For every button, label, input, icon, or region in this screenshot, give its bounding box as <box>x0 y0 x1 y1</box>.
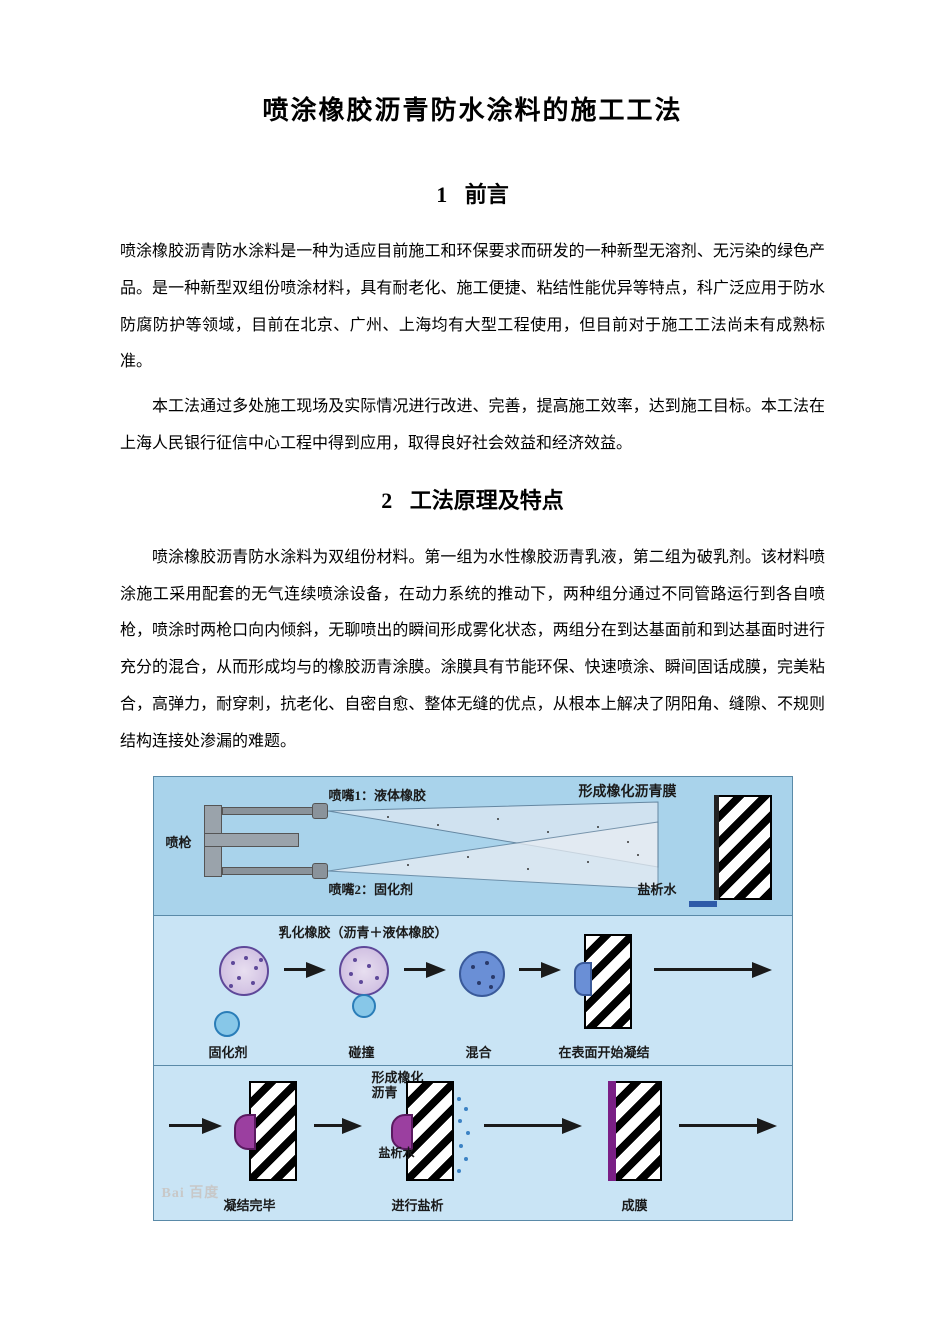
arrow-2-icon <box>426 962 446 978</box>
arrow-3-icon <box>541 962 561 978</box>
watermark-text: Bai 百度 <box>162 1182 220 1202</box>
diagram-panel-film: Bai 百度 凝结完毕 形成橡化 沥青 盐析水 进行盐析 成膜 <box>153 1066 793 1221</box>
label-salting: 盐析水 <box>379 1144 415 1161</box>
arrow-8-icon <box>757 1118 777 1134</box>
label-film-done: 成膜 <box>622 1195 648 1214</box>
emulsion-circle-1-icon <box>219 946 269 996</box>
wall-bot-3-icon <box>614 1081 662 1181</box>
mix-circle-icon <box>459 951 505 997</box>
gun-horizontal-icon <box>204 833 299 847</box>
label-salt-top: 盐析水 <box>637 879 676 898</box>
section-2-number: 2 <box>381 488 392 513</box>
label-mix: 混合 <box>466 1042 492 1061</box>
done-blob-icon <box>234 1114 256 1150</box>
arrow-5-stem <box>169 1124 204 1127</box>
arrow-7-stem <box>484 1124 564 1127</box>
wall-bot-2-icon <box>406 1081 454 1181</box>
wall-top-icon <box>717 795 772 900</box>
diagram-panel-spray: 喷枪 喷嘴1：液体橡胶 喷嘴2：固化剂 形成橡化沥青膜 盐析水 <box>153 776 793 916</box>
process-diagram: 喷枪 喷嘴1：液体橡胶 喷嘴2：固化剂 形成橡化沥青膜 盐析水 乳化橡胶（沥青＋ <box>153 776 793 1221</box>
salt-tray-icon <box>689 901 717 907</box>
emulsion-circle-2-icon <box>339 946 389 996</box>
label-emulsion-header: 乳化橡胶（沥青＋液体橡胶） <box>279 922 448 941</box>
arrow-3-stem <box>519 968 543 971</box>
label-done: 凝结完毕 <box>224 1195 276 1214</box>
paragraph-2: 本工法通过多处施工现场及实际情况进行改进、完善，提高施工效率，达到施工目标。本工… <box>120 389 825 463</box>
arrow-5-icon <box>202 1118 222 1134</box>
paragraph-3: 喷涂橡胶沥青防水涂料为双组份材料。第一组为水性橡胶沥青乳液，第二组为破乳剂。该材… <box>120 540 825 761</box>
wall-bot-1-icon <box>249 1081 297 1181</box>
label-coagulate: 在表面开始凝结 <box>559 1042 650 1061</box>
paragraph-1: 喷涂橡胶沥青防水涂料是一种为适应目前施工和环保要求而研发的一种新型无溶剂、无污染… <box>120 234 825 381</box>
section-2-heading: 2 工法原理及特点 <box>120 483 825 515</box>
arrow-6-icon <box>342 1118 362 1134</box>
film-layer-top-icon <box>714 795 719 900</box>
hardener-circle-2-icon <box>352 994 376 1018</box>
label-collide: 碰撞 <box>349 1042 375 1061</box>
coagulate-blob-icon <box>574 962 592 996</box>
nozzle1-tip-icon <box>312 803 328 819</box>
nozzle2-tip-icon <box>312 863 328 879</box>
salt-dots-icon <box>454 1091 474 1181</box>
diagram-panel-emulsion: 乳化橡胶（沥青＋液体橡胶） 固化剂 碰撞 混合 在表面开始凝结 <box>153 916 793 1066</box>
hardener-circle-1-icon <box>214 1011 240 1037</box>
arrow-2-stem <box>404 968 428 971</box>
nozzle2-pipe-icon <box>222 867 317 875</box>
final-film-icon <box>608 1081 616 1181</box>
arrow-1-stem <box>284 968 308 971</box>
arrow-4-stem <box>654 968 754 971</box>
arrow-4-icon <box>752 962 772 978</box>
arrow-7-icon <box>562 1118 582 1134</box>
arrow-6-stem <box>314 1124 344 1127</box>
section-2-title: 工法原理及特点 <box>410 488 564 513</box>
section-1-heading: 1 前言 <box>120 177 825 209</box>
label-gun: 喷枪 <box>166 832 192 851</box>
nozzle1-pipe-icon <box>222 807 317 815</box>
arrow-8-stem <box>679 1124 759 1127</box>
label-salt-process: 进行盐析 <box>392 1195 444 1214</box>
label-hardener: 固化剂 <box>209 1042 248 1061</box>
arrow-1-icon <box>306 962 326 978</box>
page-title: 喷涂橡胶沥青防水涂料的施工工法 <box>120 90 825 127</box>
spray-cone-icon <box>328 797 668 897</box>
label-film-top: 形成橡化沥青膜 <box>579 781 677 801</box>
section-1-title: 前言 <box>465 182 509 207</box>
section-1-number: 1 <box>436 182 447 207</box>
